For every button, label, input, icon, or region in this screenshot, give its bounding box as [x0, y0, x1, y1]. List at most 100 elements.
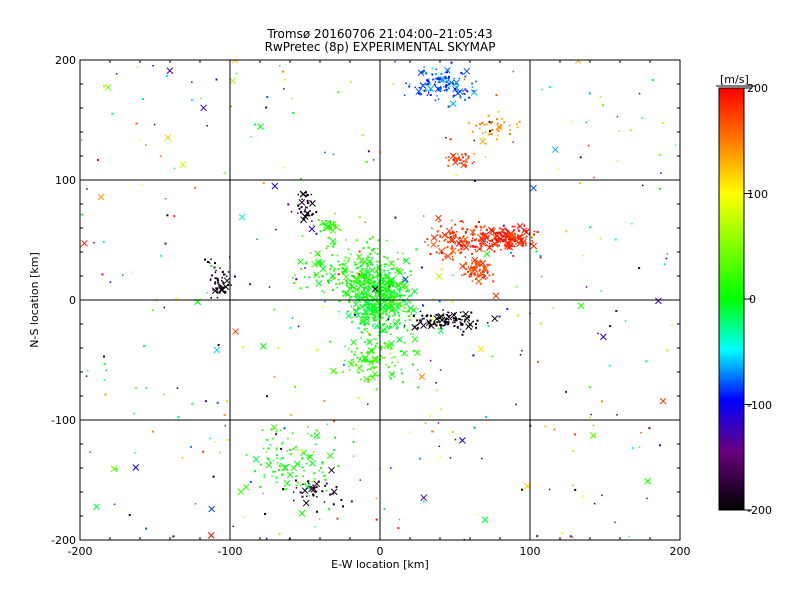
scatter-point [372, 316, 374, 319]
scatter-point [482, 232, 490, 239]
scatter-point [370, 310, 372, 312]
scatter-point [393, 295, 396, 298]
scatter-point [484, 131, 487, 133]
x-tick-label: 200 [670, 545, 691, 558]
x-tick-label: -200 [68, 545, 93, 558]
scatter-point [275, 431, 278, 433]
scatter-point [366, 268, 368, 270]
scatter-point [406, 310, 409, 313]
scatter-point [394, 275, 397, 278]
scatter-point [356, 282, 359, 285]
scatter-point [472, 354, 475, 357]
scatter-point [312, 451, 315, 453]
scatter-point [471, 268, 474, 271]
scatter-point [273, 376, 276, 378]
scatter-point [511, 225, 514, 228]
scatter-point [365, 160, 368, 163]
scatter-point [509, 238, 512, 241]
x-tick-label: 0 [377, 545, 384, 558]
scatter-point [321, 290, 323, 292]
scatter-point [411, 324, 419, 331]
scatter-point [383, 273, 385, 276]
scatter-point [513, 245, 516, 247]
scatter-point [377, 315, 380, 318]
scatter-point [355, 253, 363, 261]
scatter-point [398, 289, 401, 292]
scatter-point [312, 484, 314, 486]
scatter-point [308, 225, 316, 233]
scatter-point [363, 286, 365, 289]
scatter-point [337, 268, 340, 270]
scatter-point [372, 314, 374, 316]
scatter-point [345, 312, 352, 320]
scatter-point [502, 224, 505, 227]
scatter-point [387, 327, 390, 330]
scatter-point [394, 364, 396, 367]
scatter-point [428, 326, 431, 328]
scatter-point [341, 281, 343, 284]
scatter-point [536, 231, 539, 233]
scatter-point [134, 452, 136, 454]
scatter-point [423, 66, 425, 68]
scatter-point [449, 138, 452, 141]
scatter-point [392, 300, 395, 302]
scatter-point [449, 100, 457, 108]
scatter-point [419, 321, 422, 324]
scatter-point [436, 389, 438, 391]
scatter-point [492, 280, 495, 283]
scatter-point [500, 117, 503, 120]
scatter-point [163, 393, 165, 396]
scatter-point [227, 439, 230, 441]
scatter-point [410, 294, 413, 297]
scatter-point [331, 266, 333, 268]
scatter-point [368, 285, 371, 288]
scatter-point [475, 326, 478, 329]
scatter-point [465, 240, 468, 243]
scatter-point [674, 144, 677, 146]
scatter-point [115, 468, 118, 471]
scatter-point [431, 74, 434, 76]
scatter-point [403, 300, 405, 302]
scatter-point [416, 327, 419, 330]
scatter-point [289, 453, 292, 456]
scatter-point [363, 375, 370, 383]
scatter-point [320, 467, 322, 469]
scatter-point [293, 282, 296, 284]
scatter-point [399, 305, 402, 307]
scatter-point [349, 282, 351, 285]
scatter-point [531, 240, 533, 242]
scatter-point [364, 286, 367, 289]
scatter-point [462, 228, 464, 230]
scatter-point [399, 295, 401, 297]
scatter-point [435, 313, 438, 316]
scatter-point [435, 382, 437, 384]
scatter-point [389, 283, 391, 285]
scatter-point [344, 256, 347, 259]
scatter-point [345, 265, 347, 268]
scatter-point [262, 492, 265, 495]
scatter-point [448, 75, 450, 78]
scatter-point [329, 493, 332, 496]
scatter-point [440, 73, 443, 75]
scatter-point [463, 538, 466, 540]
scatter-point [377, 247, 379, 250]
scatter-point [371, 305, 374, 308]
scatter-point [364, 341, 367, 344]
scatter-point [433, 83, 436, 86]
scatter-point [412, 333, 415, 336]
scatter-point [471, 130, 474, 133]
scatter-point [519, 354, 522, 356]
scatter-point [333, 420, 335, 423]
scatter-point [440, 268, 443, 271]
scatter-point [530, 243, 532, 245]
scatter-point [325, 219, 327, 222]
scatter-point [230, 284, 232, 286]
scatter-point [359, 479, 361, 481]
scatter-point [496, 118, 499, 121]
scatter-point [455, 85, 458, 88]
scatter-point [309, 199, 316, 207]
scatter-point [242, 516, 245, 519]
scatter-point [215, 287, 218, 290]
scatter-point [302, 475, 304, 478]
scatter-point [428, 324, 431, 327]
